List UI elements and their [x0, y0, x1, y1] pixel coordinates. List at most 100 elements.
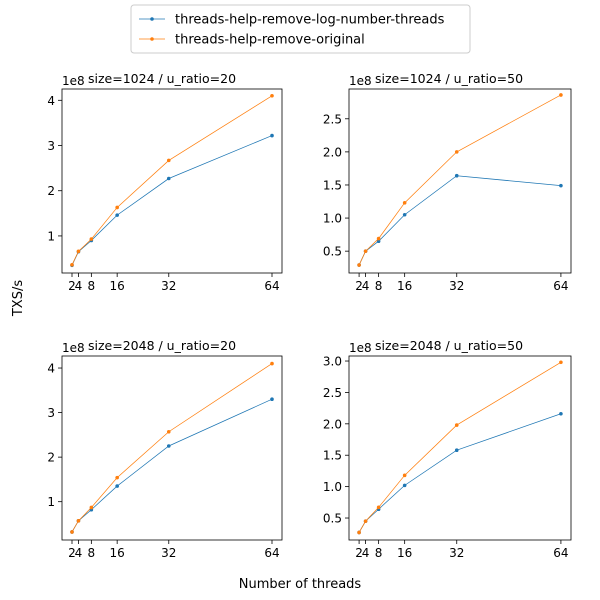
series-line — [358, 94, 562, 266]
series — [70, 93, 274, 267]
data-point — [402, 201, 407, 205]
data-point — [270, 93, 274, 98]
x-tick-label: 32 — [449, 546, 464, 560]
figure-x-label: Number of threads — [239, 577, 362, 592]
x-tick-label: 4 — [75, 546, 83, 560]
y-tick-label: 1.5 — [323, 178, 342, 192]
data-point — [166, 444, 171, 448]
x-tick-label: 16 — [397, 279, 412, 293]
series — [70, 361, 274, 534]
data-point — [89, 237, 94, 241]
series — [357, 93, 563, 267]
y-tick-label: 2.0 — [323, 417, 342, 431]
data-point — [76, 249, 81, 254]
x-tick-label: 16 — [110, 546, 125, 560]
series — [70, 397, 274, 534]
y-tick-label: 2 — [47, 451, 55, 465]
series-line — [71, 135, 273, 266]
x-tick-label: 8 — [375, 546, 383, 560]
y-tick-label: 1.0 — [323, 212, 342, 226]
legend-label: threads-help-remove-original — [175, 33, 365, 48]
data-point — [270, 361, 274, 366]
data-point — [70, 263, 74, 267]
series — [70, 133, 274, 268]
legend-label: threads-help-remove-log-number-threads — [175, 13, 445, 28]
data-point — [76, 519, 81, 523]
data-point — [115, 205, 119, 210]
data-point — [166, 429, 171, 434]
y-tick-label: 1 — [47, 495, 55, 509]
x-tick-label: 16 — [397, 546, 412, 560]
x-tick-label: 4 — [362, 546, 370, 560]
data-point — [270, 133, 274, 138]
y-tick-label: 2 — [47, 184, 55, 198]
y-tick-label: 0.5 — [323, 512, 342, 526]
data-point — [559, 360, 563, 365]
data-point — [402, 212, 407, 217]
data-point — [357, 530, 361, 535]
y-tick-label: 4 — [47, 362, 55, 376]
y-tick-label: 2.0 — [323, 145, 342, 159]
legend-swatch-marker — [150, 37, 154, 41]
x-tick-label: 32 — [161, 279, 176, 293]
y-tick-label: 1.5 — [323, 449, 342, 463]
figure-y-label: TXS/s — [11, 280, 26, 317]
x-tick-label: 64 — [264, 279, 279, 293]
data-point — [559, 183, 563, 188]
data-point — [454, 173, 459, 178]
data-point — [357, 263, 361, 267]
data-point — [115, 475, 119, 480]
axes-frame — [348, 88, 572, 274]
subplot: 24 8 16 32 64 0.5 1.0 1.5 2.0 2.5 1e8 size=1024 / u… — [323, 71, 572, 293]
series-line — [358, 361, 562, 533]
x-tick-label: 64 — [553, 279, 568, 293]
data-point — [454, 150, 459, 154]
data-point — [454, 448, 459, 453]
y-tick-label: 3 — [47, 139, 55, 153]
subplot-title: size=1024 / u_ratio=50 — [375, 71, 523, 86]
legend-entry: threads-help-remove-log-number-threads — [139, 13, 445, 28]
subplot-title: size=2048 / u_ratio=50 — [375, 338, 523, 353]
data-point — [70, 530, 74, 534]
y-tick-label: 4 — [47, 94, 55, 108]
y-offset-label: 1e8 — [349, 341, 372, 355]
data-point — [559, 411, 563, 416]
y-tick-label: 1 — [47, 229, 55, 243]
data-point — [402, 483, 407, 488]
series — [357, 360, 563, 535]
series — [357, 173, 563, 267]
y-tick-label: 2.5 — [323, 112, 342, 126]
legend-entry: threads-help-remove-original — [139, 33, 365, 48]
data-point — [559, 93, 563, 97]
data-point — [166, 158, 171, 163]
series-line — [358, 175, 561, 266]
axes-frame — [348, 355, 572, 541]
data-point — [363, 249, 368, 253]
y-tick-label: 0.5 — [323, 245, 342, 259]
y-offset-label: 1e8 — [62, 341, 85, 355]
data-point — [166, 176, 171, 181]
axes-frame — [61, 88, 283, 274]
data-point — [270, 397, 274, 402]
subplot: 24 8 16 32 64 0.5 1.0 1.5 2.0 2.5 3.0 1e8 size=2048 … — [323, 338, 572, 560]
data-point — [115, 484, 119, 488]
data-point — [454, 423, 459, 427]
data-point — [376, 239, 381, 244]
y-tick-label: 3.0 — [323, 355, 342, 369]
x-tick-label: 4 — [362, 279, 370, 293]
x-tick-label: 16 — [110, 279, 125, 293]
data-point — [376, 505, 381, 510]
x-tick-label: 2 — [68, 546, 76, 560]
x-tick-label: 8 — [375, 279, 383, 293]
x-tick-label: 64 — [264, 546, 279, 560]
x-tick-label: 8 — [88, 546, 96, 560]
series-line — [71, 398, 273, 533]
legend-frame — [130, 4, 471, 54]
y-tick-label: 1.0 — [323, 480, 342, 494]
y-tick-label: 2.5 — [323, 386, 342, 400]
x-tick-label: 32 — [161, 546, 176, 560]
subplot-title: size=2048 / u_ratio=20 — [88, 338, 236, 353]
data-point — [376, 236, 381, 241]
series-line — [358, 413, 562, 533]
